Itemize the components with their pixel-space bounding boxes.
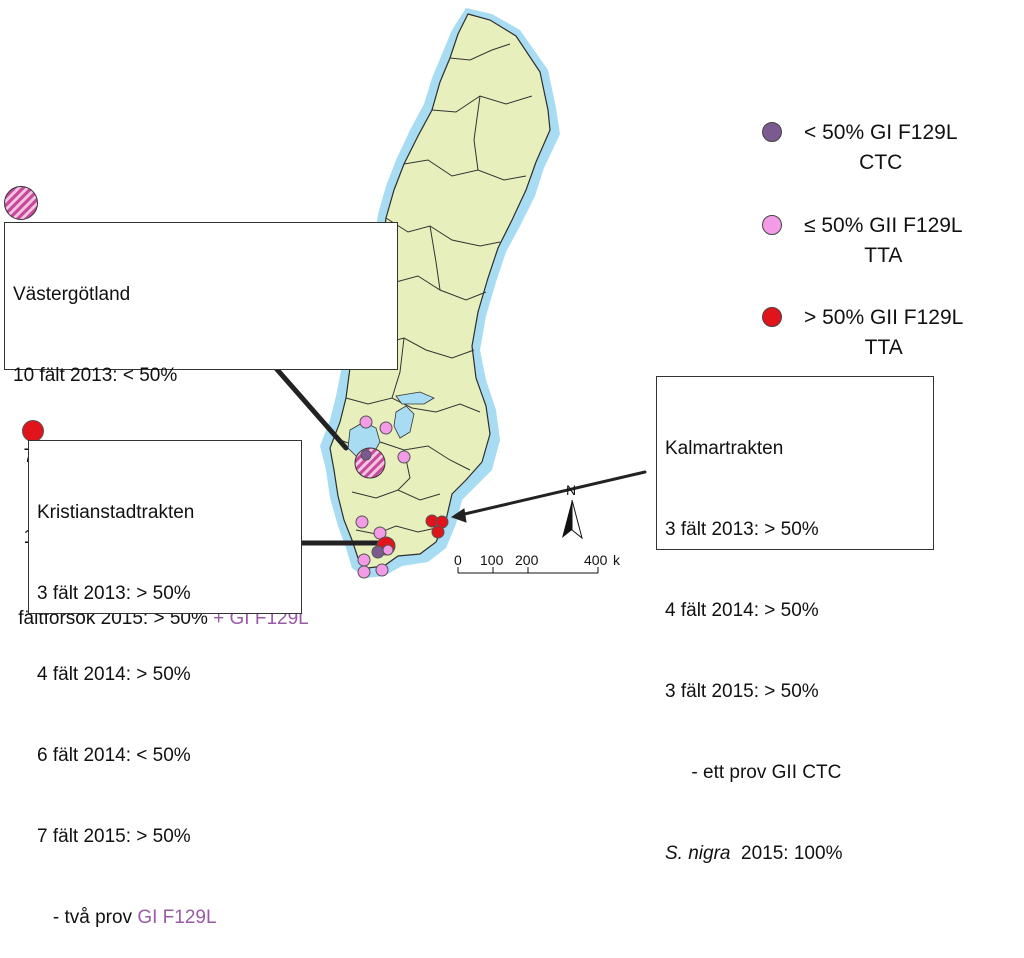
legend-red-dot-icon <box>762 307 782 327</box>
legend-item-red: > 50% GII F129L TTA <box>762 303 963 363</box>
kalmar-line-5-value: 2015: 100% <box>730 843 843 864</box>
kalmar-title: Kalmartrakten <box>665 438 784 459</box>
vastergotland-line-1: 10 fält 2013: < 50% <box>13 365 178 386</box>
scale-tick-400: 400 <box>584 552 608 568</box>
kristianstad-line-5-accent: GI F129L <box>137 907 217 928</box>
kalmar-box: Kalmartrakten 3 fält 2013: > 50% 4 fält … <box>656 376 934 864</box>
kristianstad-title: Kristianstadtrakten <box>37 502 195 523</box>
legend-item-pink: ≤ 50% GII F129L TTA <box>762 211 963 271</box>
north-arrow: N <box>562 482 583 540</box>
kalmar-line-5-species: S. nigra <box>665 843 731 864</box>
kalmar-line-2: 4 fält 2014: > 50% <box>665 600 819 621</box>
lakes <box>347 391 435 459</box>
scale-tick-100: 100 <box>480 552 504 568</box>
vastergotland-symbol <box>4 186 38 220</box>
kristianstad-box: Kristianstadtrakten 3 fält 2013: > 50% 4… <box>28 440 302 928</box>
legend-red-line-2: TTA <box>864 336 903 359</box>
scale-tick-200: 200 <box>515 552 539 568</box>
legend-purple-dot-icon <box>762 122 782 142</box>
scale-tick-0: 0 <box>454 552 462 568</box>
connector-arrows <box>271 363 647 546</box>
vastergotland-box: Västergötland 10 fält 2013: < 50% 7 fält… <box>4 222 398 629</box>
kalmar-line-5: S. nigra 2015: 100% <box>665 840 925 867</box>
kristianstad-line-5: - två prov GI F129L <box>37 904 293 931</box>
kristianstad-line-5-text: - två prov <box>37 907 138 928</box>
kristianstad-line-4: 7 fält 2015: > 50% <box>37 826 191 847</box>
legend-purple-line-1: < 50% GI F129L <box>804 121 958 144</box>
scale-bar: 0 100 200 400 k <box>454 552 621 574</box>
legend-pink-line-1: ≤ 50% GII F129L <box>804 214 963 237</box>
kristianstad-line-3: 6 fält 2014: < 50% <box>37 745 191 766</box>
north-label: N <box>566 482 576 498</box>
legend-pink-dot-icon <box>762 215 782 235</box>
legend-pink-line-2: TTA <box>864 244 903 267</box>
sweden-map: N 0 100 200 400 k <box>271 8 647 579</box>
kalmar-line-1: 3 fält 2013: > 50% <box>665 519 819 540</box>
sample-points <box>354 415 449 579</box>
legend-red-line-1: > 50% GII F129L <box>804 306 964 329</box>
kristianstad-line-1: 3 fält 2013: > 50% <box>37 583 191 604</box>
kalmar-line-4: - ett prov GII CTC <box>665 762 842 783</box>
vastergotland-title: Västergötland <box>13 284 131 305</box>
scale-unit: k <box>613 552 621 568</box>
legend-purple-line-2: CTC <box>859 151 903 174</box>
kalmar-line-3: 3 fält 2015: > 50% <box>665 681 819 702</box>
legend-item-purple: < 50% GI F129L CTC <box>762 118 958 178</box>
kristianstad-line-2: 4 fält 2014: > 50% <box>37 664 191 685</box>
